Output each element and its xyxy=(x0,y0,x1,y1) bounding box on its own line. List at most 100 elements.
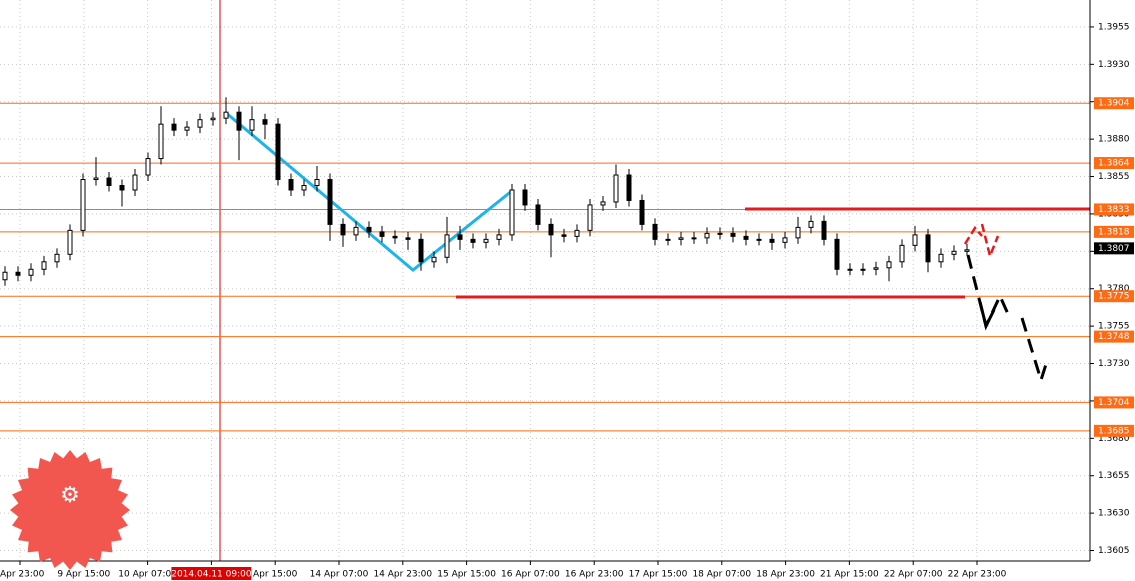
candle-body xyxy=(834,238,840,270)
candle-body xyxy=(418,238,424,263)
candle-body xyxy=(808,220,814,228)
red-arrows xyxy=(963,223,1000,261)
candle-body xyxy=(847,268,853,271)
candle-body xyxy=(938,253,944,263)
candle-body xyxy=(717,232,723,235)
logo-icon: ⚙ xyxy=(60,483,80,508)
candle-body xyxy=(54,253,60,263)
x-tick-label: 17 Apr 15:00 xyxy=(629,570,688,580)
wave-lines xyxy=(224,110,514,272)
y-tick-label: 1.3780 xyxy=(1098,284,1130,294)
candle-body xyxy=(860,268,866,271)
candle-body xyxy=(275,123,281,181)
candle-body xyxy=(756,238,762,241)
y-tick-label: 1.3930 xyxy=(1098,60,1130,70)
level-label-box xyxy=(1094,290,1134,303)
level-label-box xyxy=(1094,157,1134,170)
candle-body xyxy=(678,237,684,240)
candle-body xyxy=(665,238,671,241)
candle-body xyxy=(431,256,437,263)
candle-body xyxy=(730,232,736,237)
candle-body xyxy=(652,223,658,240)
candle-body xyxy=(158,123,164,160)
candle-body xyxy=(743,235,749,240)
candle-body xyxy=(340,223,346,236)
candle-body xyxy=(444,234,450,258)
levels xyxy=(0,102,1090,432)
candle-body xyxy=(600,201,606,206)
x-tick-label: 16 Apr 07:00 xyxy=(501,570,560,580)
x-label-highlight xyxy=(171,567,252,580)
y-tick-label: 1.3880 xyxy=(1098,135,1130,145)
x-tick-label: 9 Apr 15:00 xyxy=(57,570,110,580)
y-tick-label: 1.3655 xyxy=(1098,471,1130,481)
candle-body xyxy=(769,238,775,243)
x-tick-label: 14 Apr 23:00 xyxy=(373,570,432,580)
candle-body xyxy=(366,226,372,233)
candle-body xyxy=(951,250,957,255)
level-label: 1.3904 xyxy=(1098,99,1130,109)
level-label: 1.3818 xyxy=(1098,227,1130,237)
candle-body xyxy=(548,223,554,236)
candle-body xyxy=(41,261,47,270)
candle-body xyxy=(301,185,307,191)
candle-body xyxy=(262,119,268,125)
forecast-arrow xyxy=(978,301,996,331)
y-tick-label: 1.3855 xyxy=(1098,172,1130,182)
candle-body xyxy=(964,249,970,252)
candle-body xyxy=(912,234,918,246)
candle-body xyxy=(197,119,203,128)
logo: ⚙ xyxy=(10,450,130,570)
candle-body xyxy=(691,237,697,240)
candle-body xyxy=(574,229,580,237)
level-label: 1.3685 xyxy=(1098,426,1130,436)
candle-body xyxy=(171,123,177,131)
candle-body xyxy=(67,229,73,255)
grid xyxy=(0,0,1090,561)
x-tick-label: 15 Apr 15:00 xyxy=(437,570,496,580)
forecast-path xyxy=(966,254,1050,386)
x-tick-label: 10 Apr 07:00 xyxy=(118,570,177,580)
x-tick-label: 2014.04.11 09:00 xyxy=(171,570,252,580)
x-tick-label: 21 Apr 15:00 xyxy=(820,570,879,580)
candle-body xyxy=(613,174,619,203)
y-tick-label: 1.3605 xyxy=(1098,546,1130,556)
x-tick-label: 18 Apr 07:00 xyxy=(692,570,751,580)
candle-body xyxy=(392,235,398,239)
level-label-box xyxy=(1094,203,1134,216)
candle-body xyxy=(483,238,489,243)
candle-body xyxy=(470,238,476,243)
candle-body xyxy=(288,179,294,191)
candle-body xyxy=(249,119,255,131)
candle-body xyxy=(704,232,710,239)
candle-body xyxy=(106,177,112,187)
x-tick-label: Apr 15:00 xyxy=(253,570,298,580)
candle-body xyxy=(353,226,359,236)
candle-body xyxy=(457,234,463,240)
candle-body xyxy=(223,111,229,119)
logo-badge xyxy=(10,450,130,570)
candle-body xyxy=(886,261,892,269)
candle-body xyxy=(587,204,593,231)
candles xyxy=(2,97,970,286)
candle-body xyxy=(184,126,190,131)
candle-body xyxy=(379,231,385,237)
level-label: 1.3704 xyxy=(1098,398,1130,408)
axis-labels: 1.39551.39301.39051.38801.38551.38301.38… xyxy=(0,22,1134,580)
candle-body xyxy=(119,185,125,191)
candle-body xyxy=(925,234,931,263)
candle-body xyxy=(899,244,905,263)
level-label-box xyxy=(1094,424,1134,437)
current-price-label: 1.3807 xyxy=(1098,244,1130,254)
candle-body xyxy=(236,111,242,131)
y-tick-label: 1.3730 xyxy=(1098,359,1130,369)
level-label-box xyxy=(1094,225,1134,238)
x-tick-label: Apr 23:00 xyxy=(0,570,45,580)
current-price-box xyxy=(1094,242,1134,255)
level-label: 1.3833 xyxy=(1098,205,1130,215)
x-tick-label: 16 Apr 23:00 xyxy=(565,570,624,580)
level-label: 1.3775 xyxy=(1098,292,1130,302)
candle-body xyxy=(314,179,320,187)
